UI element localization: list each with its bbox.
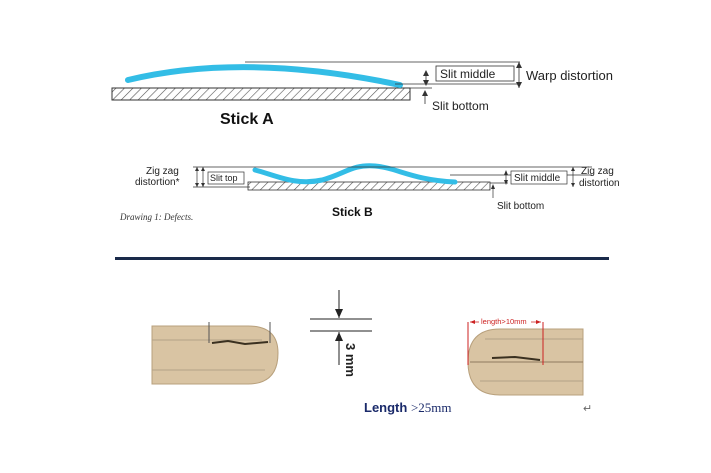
stick-b-slit-top-label: Slit top [210,173,238,183]
stick-a-slit-bottom-label: Slit bottom [432,99,489,113]
photo-section: 3 mm Length >25mm length>10mm ↵ [151,290,592,415]
right-stick-photo: length>10mm [467,316,584,396]
stick-a-diagram: Slit middle Warp distortion Slit bottom … [111,61,613,128]
stick-b-zigzag-curve [252,163,458,185]
stick-a-base [111,87,411,101]
stick-b-slit-middle-label: Slit middle [514,173,561,184]
stick-a-warp-label: Warp distortion [526,68,613,83]
stick-b-zigzag-left-label-2: distortion* [135,177,180,188]
paragraph-mark: ↵ [583,403,592,415]
stick-b-base [247,181,491,191]
length-label-prefix: Length [364,400,411,415]
stick-a-warp-curve [125,64,403,88]
stick-b-slit-bottom-label: Slit bottom [497,201,544,212]
stick-b-zigzag-right-label-1: Zig zag [581,166,614,177]
left-stick-photo [151,322,279,385]
thickness-label: 3 mm [343,343,358,377]
right-crack-mark [491,355,541,361]
section-divider [115,257,609,260]
length-label-value: >25mm [411,400,452,415]
callout-length-label: length>10mm [481,317,527,326]
stick-b-diagram: Zig zag distortion* Slit top Slit middle… [135,163,620,219]
left-crack-mark [211,339,269,346]
drawing-caption: Drawing 1: Defects. [119,212,193,222]
stick-a-title: Stick A [220,111,274,128]
thickness-dimension: 3 mm [310,290,372,377]
stick-b-zigzag-right-label-2: distortion [579,178,620,189]
stick-b-title: Stick B [332,205,373,219]
length-label: Length >25mm [364,400,452,415]
stick-b-zigzag-left-label-1: Zig zag [146,166,179,177]
stick-a-slit-middle-label: Slit middle [440,67,496,81]
